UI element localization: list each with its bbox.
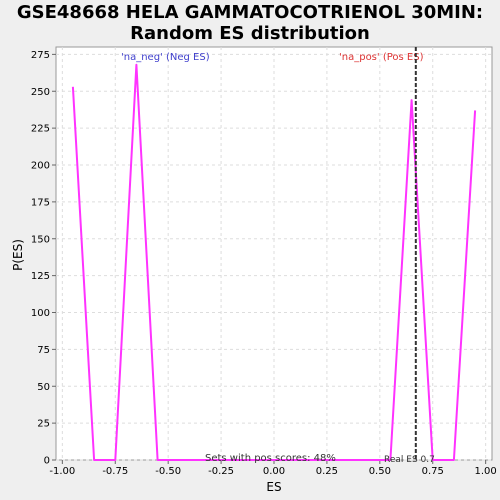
x-tick-label: 0.75 (422, 466, 444, 477)
chart-title-line-1: GSE48668 HELA GAMMATOCOTRIENOL 30MIN: (16, 2, 484, 23)
x-tick-label: 0.25 (316, 466, 338, 477)
x-tick-label: 0.00 (263, 466, 285, 477)
x-tick-label: -1.00 (49, 466, 75, 477)
x-tick-label: 0.50 (369, 466, 391, 477)
y-tick-label: 100 (31, 308, 50, 319)
y-tick-label: 125 (31, 271, 50, 282)
chart-title: GSE48668 HELA GAMMATOCOTRIENOL 30MIN: Ra… (0, 2, 500, 44)
real-es-text: Real ES 0.7 (384, 455, 435, 465)
y-tick-label: 225 (31, 124, 50, 135)
y-tick-label: 150 (31, 234, 50, 245)
x-tick-label: 1.00 (475, 466, 497, 477)
x-tick-label: -0.50 (155, 466, 181, 477)
y-tick-label: 200 (31, 161, 50, 172)
chart-title-line-2: Random ES distribution (130, 23, 370, 44)
es-distribution-line (71, 63, 477, 461)
y-axis-title: P(ES) (11, 239, 25, 271)
x-axis-ticks: -1.00 -0.75 -0.50 -0.25 0.00 0.25 0.50 0.75 1.00 (49, 460, 497, 477)
y-tick-label: 275 (31, 50, 50, 61)
y-tick-label: 175 (31, 197, 50, 208)
series-layer (71, 63, 477, 461)
x-tick-label: -0.75 (102, 466, 128, 477)
x-tick-label: -0.25 (208, 466, 234, 477)
neg-es-label: 'na_neg' (Neg ES) (121, 52, 210, 63)
y-axis-ticks: 0 25 50 75 100 125 150 175 200 225 250 275 (31, 50, 56, 467)
grid (56, 47, 492, 461)
x-axis-title: ES (266, 480, 281, 494)
pos-es-label: 'na_pos' (Pos ES) (339, 52, 424, 63)
sets-pos-scores-text: Sets with pos scores: 48% (205, 453, 336, 464)
y-tick-label: 0 (44, 456, 50, 467)
y-tick-label: 25 (37, 419, 50, 430)
y-tick-label: 50 (37, 382, 50, 393)
y-tick-label: 250 (31, 87, 50, 98)
y-tick-label: 75 (37, 345, 50, 356)
